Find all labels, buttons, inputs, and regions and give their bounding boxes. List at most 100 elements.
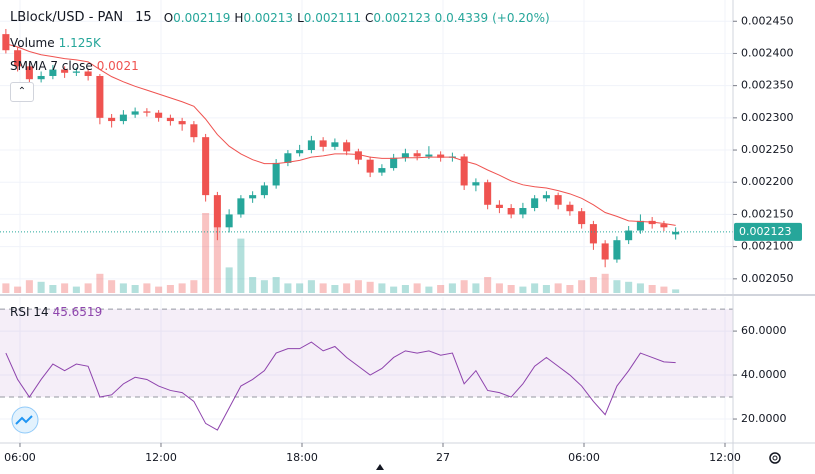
candle-body [190,124,198,138]
y-tick-label: 40.0000 [741,368,787,381]
last-price-label: 0.002123 [739,225,792,238]
volume-bar [354,280,362,293]
candle-body [566,204,574,212]
legend-name: RSI 14 [10,305,49,319]
y-tick-label: 0.002300 [741,111,794,124]
volume-bar [648,285,656,293]
candle-body [272,162,280,186]
smma-legend: SMMA 7 close 0.0021 [10,59,139,73]
scroll-arrow[interactable] [376,464,384,470]
candle-body [260,185,268,196]
candle-body [119,114,127,122]
gear-ring [769,452,781,464]
candle-body [72,71,80,73]
legend-name: SMMA 7 close [10,59,93,73]
volume-bar [601,273,609,293]
candle-body [319,140,327,147]
candle-body [202,137,210,196]
volume-bar [2,283,10,293]
ohlc-letter: L [297,10,304,25]
candle-body [437,154,445,158]
legend-value: 45.6519 [52,305,103,319]
volume-bar [507,285,515,293]
candle-body [507,207,515,215]
candle-body [531,198,539,208]
volume-bar [108,280,116,293]
volume-bar [296,283,304,293]
logo-icon [15,415,33,425]
candle-body [484,182,492,205]
y-tick-label: 20.0000 [741,412,787,425]
volume-bar [625,281,633,293]
x-tick-label: 12:00 [145,451,177,464]
volume-bar [119,283,127,293]
y-tick-label: 0.002100 [741,240,794,253]
volume-bar [531,283,539,293]
legend-value: 1.125K [58,36,101,50]
volume-bar [401,285,409,293]
candle-body [178,121,186,125]
candle-body [307,140,315,151]
y-tick-label: 0.002250 [741,143,794,156]
volume-bar [166,285,174,293]
volume-bar [343,283,351,293]
settings-gear[interactable] [769,452,781,464]
volume-bar [72,286,80,293]
header-legend: LBlock/USD - PAN 15 O 0.002119 H 0.00213 L… [10,10,550,25]
volume-bar [378,283,386,293]
change: 0.0.4339 [434,10,489,25]
volume-bar [249,277,257,293]
volume-bar [284,283,292,293]
volume-bar [554,283,562,293]
candle-body [672,231,680,235]
volume-bar [49,285,57,293]
ohlc-value: 0.002111 [303,10,362,25]
candle-body [425,154,433,157]
candle-body [554,195,562,205]
candle-body [390,157,398,169]
candle-body [2,34,10,51]
candle-body [331,142,339,147]
volume-bar [366,281,374,293]
ohlc-value: 0.002119 [173,10,231,25]
volume-bar [672,289,680,293]
candle-body [660,224,668,228]
y-tick-label: 0.002150 [741,207,794,220]
volume-bar [331,285,339,293]
candle-body [131,111,139,115]
volume-bar [84,283,92,293]
y-tick-label: 0.002450 [741,14,794,27]
volume-bar [472,283,480,293]
rsi-legend: RSI 14 45.6519 [10,305,102,319]
candle-body [155,112,163,118]
candle-body [296,150,304,154]
candle-body [166,117,174,122]
candle-body [249,195,257,199]
collapse-legend-button[interactable]: ⌃ [10,82,34,102]
volume-bar [660,286,668,293]
volume-bar [578,280,586,293]
ohlc-value: 0.002123 [373,10,431,25]
y-tick-label: 60.0000 [741,324,787,337]
candle-body [625,230,633,241]
y-tick-label: 0.002400 [741,46,794,59]
candle-body [354,151,362,160]
volume-bar [460,280,468,293]
volume-bar [613,280,621,293]
volume-bar [155,286,163,293]
volume-bar [519,286,527,293]
candle-body [472,182,480,186]
ohlc-value: 0.00213 [243,10,294,25]
data-layer [0,28,733,431]
candle-body [225,214,233,228]
candle-body [343,142,351,152]
volume-bar [542,285,550,293]
candle-body [37,75,45,80]
volume-bar [319,283,327,293]
candle-body [237,198,245,215]
volume-bar [61,283,69,293]
candle-body [49,69,57,76]
candle-body [14,50,22,67]
candle-body [613,240,621,260]
volume-bar [425,286,433,293]
